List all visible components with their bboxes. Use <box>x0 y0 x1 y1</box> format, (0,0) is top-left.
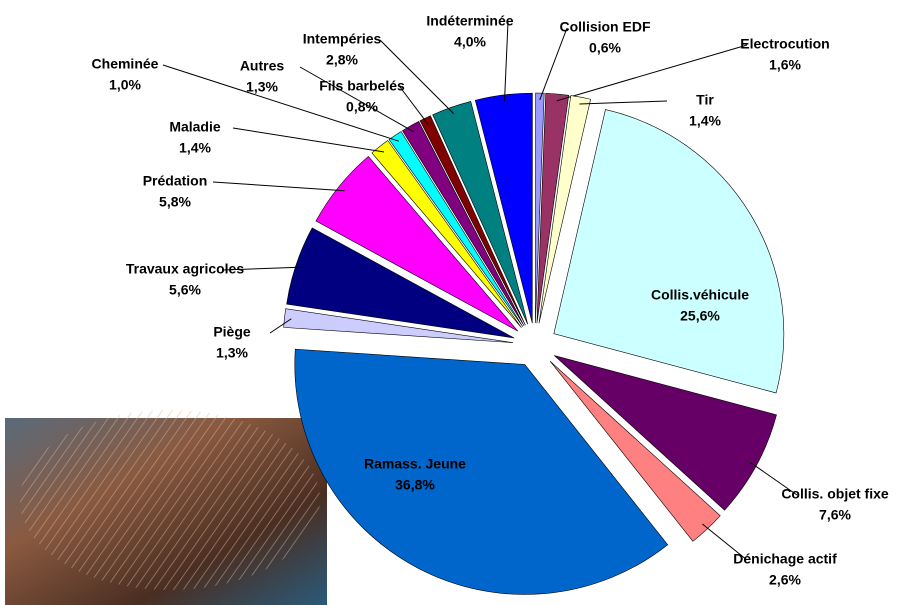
pie: Collision EDF 0,6% Electrocution 1,6% Tir 1,4… <box>92 13 889 595</box>
leader-line <box>556 44 748 102</box>
pie-slice <box>535 92 545 324</box>
slice-label: Prédation <box>143 173 208 189</box>
leader-line <box>162 64 400 142</box>
slice-label: Tir <box>696 92 714 108</box>
slice-label: Cheminée <box>92 56 159 72</box>
pie-slice <box>549 360 721 542</box>
pie-slice <box>388 131 524 327</box>
slice-label: Collis. objet fixe <box>781 486 889 502</box>
slice-value: 4,0% <box>454 34 486 50</box>
slice-label: Travaux agricoles <box>126 261 245 277</box>
slice-label: Intempéries <box>303 31 382 47</box>
slice-value: 1,0% <box>109 77 141 93</box>
leader-line <box>749 461 798 496</box>
slice-label: Fils barbelés <box>319 78 405 94</box>
pie-slice <box>286 227 515 339</box>
slice-value: 5,6% <box>169 282 201 298</box>
pie-slice <box>294 348 669 595</box>
slice-value: 0,6% <box>589 40 621 56</box>
slice-value: 1,4% <box>689 113 721 129</box>
slice-value: 0,8% <box>346 99 378 115</box>
slice-value: 25,6% <box>680 308 720 324</box>
pie-slice <box>538 95 591 324</box>
slice-label: Collis.véhicule <box>651 287 749 303</box>
pie-slice <box>419 115 526 326</box>
slice-label: Collision EDF <box>560 19 651 35</box>
leader-line <box>503 21 509 102</box>
slice-value: 1,3% <box>246 79 278 95</box>
leader-line <box>212 181 345 192</box>
pie-slice <box>554 355 777 511</box>
pie-slice <box>315 155 519 332</box>
slice-label: Autres <box>240 58 285 74</box>
slice-label: Dénichage actif <box>733 551 837 567</box>
pie-slice <box>432 101 528 325</box>
slice-value: 1,6% <box>769 57 801 73</box>
slice-label: Piège <box>213 324 251 340</box>
pie-slice <box>402 121 525 327</box>
leader-line <box>222 266 303 271</box>
leader-line <box>399 86 429 125</box>
slice-value: 36,8% <box>395 477 435 493</box>
pie-slice <box>536 92 570 324</box>
slice-label: Indéterminée <box>426 13 513 29</box>
slice-value: 2,6% <box>769 572 801 588</box>
leader-line <box>702 523 748 561</box>
slice-value: 2,8% <box>326 52 358 68</box>
pie-slice <box>474 92 533 324</box>
slice-label: Electrocution <box>740 36 829 52</box>
leader-line <box>299 66 415 133</box>
pie-slice <box>283 308 514 343</box>
leader-line <box>579 100 668 105</box>
slice-label: Maladie <box>169 119 221 135</box>
leader-line <box>232 127 385 153</box>
leader-line <box>379 39 455 115</box>
pie-slice <box>371 140 522 328</box>
slice-value: 1,4% <box>179 140 211 156</box>
leader-line <box>539 27 568 101</box>
slice-value: 7,6% <box>819 507 851 523</box>
slice-value: 5,8% <box>159 194 191 210</box>
slice-label: Ramass. Jeune <box>364 456 466 472</box>
hedgehog-photo <box>5 410 327 605</box>
slice-value: 1,3% <box>216 345 248 361</box>
pie-slice <box>553 109 785 394</box>
leader-line <box>269 318 292 334</box>
